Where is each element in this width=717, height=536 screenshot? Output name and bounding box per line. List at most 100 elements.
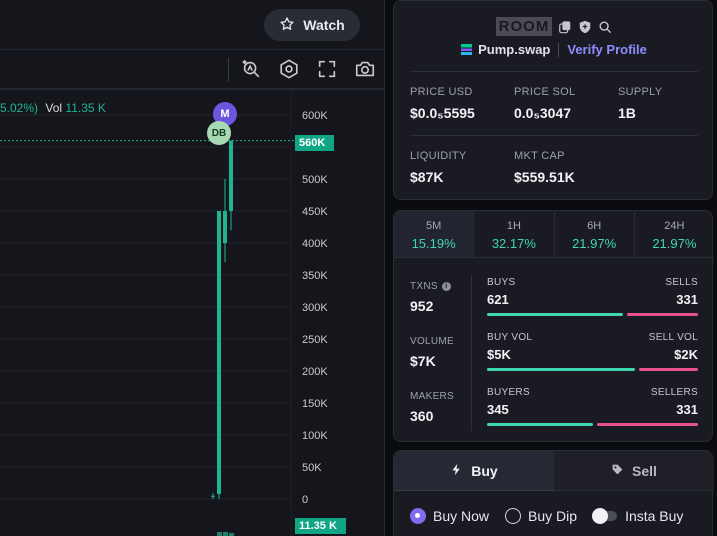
camera-icon[interactable] [354, 58, 376, 80]
current-price-tag: 560K [295, 135, 334, 151]
trade-card: Buy Sell Buy Now Buy Dip Insta Buy [393, 450, 714, 536]
stat-price-usd: PRICE USD $0.0₅5595 [410, 86, 475, 121]
price-chart[interactable]: 600K550K500K450K400K350K300K250K200K150K… [0, 90, 385, 536]
buy-now-radio[interactable]: Buy Now [410, 508, 489, 524]
chart-y-axis: 600K550K500K450K400K350K300K250K200K150K… [302, 110, 328, 506]
dex-name[interactable]: Pump.swap [461, 42, 550, 57]
y-tick-label: 400K [302, 238, 328, 250]
stat-value: $559.51K [514, 169, 575, 185]
tab-buy[interactable]: Buy [394, 451, 554, 491]
buys-sells-bar: BUYS SELLS 621 331 [487, 277, 698, 316]
y-tick-label: 50K [302, 462, 322, 474]
fullscreen-icon[interactable] [316, 58, 338, 80]
candle-body [211, 495, 215, 497]
shield-icon[interactable] [578, 20, 592, 34]
stat-label: MKT CAP [514, 150, 565, 162]
indicator-magic-icon[interactable] [240, 58, 262, 80]
makers-label: MAKERS [410, 391, 455, 402]
stat-liquidity: LIQUIDITY $87K [410, 150, 467, 185]
tab-sell[interactable]: Sell [554, 451, 714, 491]
y-tick-label: 450K [302, 206, 328, 218]
txns-label: TXNS i [410, 281, 451, 292]
chart-panel: Watch 5.02%) Vol 11.35 K 600K550K500K450… [0, 0, 385, 536]
buys-value: 621 [487, 292, 509, 307]
lightning-icon [450, 463, 463, 479]
buyers-sellers-bar: BUYERS SELLERS 345 331 [487, 387, 698, 426]
period-label: 6H [587, 220, 602, 232]
trade-marker-db[interactable]: DB [207, 121, 231, 145]
watch-label: Watch [303, 17, 345, 33]
txns-stat: TXNS i 952 [410, 281, 451, 314]
stat-supply: SUPPLY 1B [618, 86, 662, 121]
tag-icon [611, 463, 624, 479]
token-info-card: ROOM Pump.swap Verify Profile PRICE USD … [393, 0, 713, 200]
period-label: 1H [506, 220, 521, 232]
sell-tab-label: Sell [632, 462, 657, 479]
ratio-bar [487, 368, 698, 371]
toggle-knob [592, 508, 609, 524]
sell-vol-fill [638, 368, 698, 371]
buy-dip-label: Buy Dip [528, 508, 578, 524]
candle-body [223, 211, 227, 243]
volume-bar [217, 532, 222, 536]
period-label: 5M [425, 220, 442, 232]
sell-vol-value: $2K [674, 347, 698, 362]
order-type-row: Buy Now Buy Dip Insta Buy [410, 508, 683, 524]
makers-stat: MAKERS 360 [410, 391, 454, 424]
ratio-bar [487, 313, 698, 316]
insta-buy-toggle[interactable]: Insta Buy [592, 508, 683, 524]
y-tick-label: 200K [302, 366, 328, 378]
y-tick-label: 600K [302, 110, 328, 122]
sub-divider [558, 42, 560, 57]
volume-bar [223, 532, 228, 536]
stat-label: PRICE USD [410, 86, 473, 98]
info-icon[interactable]: i [441, 282, 451, 291]
tab-24h[interactable]: 24H 21.97% [635, 211, 714, 257]
period-tabs: 5M 15.19% 1H 32.17% 6H 21.97% 24H 21.97% [394, 211, 714, 258]
tab-5m[interactable]: 5M 15.19% [394, 211, 475, 257]
volume-label: VOLUME [410, 336, 455, 347]
txns-value: 952 [410, 298, 434, 314]
y-tick-label: 100K [302, 430, 328, 442]
divider [410, 71, 698, 72]
y-tick-label: 500K [302, 174, 328, 186]
y-tick-label: 250K [302, 334, 328, 346]
token-title-row: ROOM [394, 17, 714, 36]
period-change: 32.17% [491, 236, 536, 251]
tab-1h[interactable]: 1H 32.17% [474, 211, 555, 257]
dex-label: Pump.swap [478, 42, 551, 57]
verify-profile-link[interactable]: Verify Profile [567, 42, 647, 57]
chart-topbar: Watch [0, 0, 384, 50]
chart-grid [0, 90, 295, 536]
token-sub-row: Pump.swap Verify Profile [394, 42, 714, 57]
buy-dip-radio[interactable]: Buy Dip [505, 508, 577, 524]
period-change: 21.97% [652, 236, 697, 251]
stat-value: 0.0₅3047 [514, 105, 572, 121]
toggle-track [592, 508, 618, 524]
sellers-label: SELLERS [650, 387, 698, 398]
stat-market-cap: MKT CAP $559.51K [514, 150, 575, 185]
chart-toolbar [0, 50, 384, 90]
candle-body [217, 211, 221, 494]
buy-fill [487, 313, 623, 316]
stat-label: SUPPLY [618, 86, 663, 98]
stat-value: $0.0₅5595 [410, 105, 475, 121]
makers-value: 360 [410, 408, 434, 424]
buy-now-label: Buy Now [433, 508, 490, 524]
period-change: 21.97% [572, 236, 617, 251]
candle-body [229, 140, 233, 211]
settings-hexagon-icon[interactable] [278, 58, 300, 80]
tab-6h[interactable]: 6H 21.97% [555, 211, 635, 257]
search-icon[interactable] [598, 20, 612, 34]
token-side-panel: ROOM Pump.swap Verify Profile PRICE USD … [393, 0, 717, 536]
volume-bar [229, 533, 234, 536]
buyers-fill [487, 423, 593, 426]
watch-button[interactable]: Watch [264, 9, 360, 41]
sells-value: 331 [676, 292, 698, 307]
copy-icon[interactable] [558, 20, 572, 34]
radio-empty-icon [505, 508, 522, 524]
stat-label: LIQUIDITY [410, 150, 467, 162]
y-tick-label: 0 [302, 494, 308, 506]
trade-tabs: Buy Sell [394, 451, 714, 491]
stat-label: PRICE SOL [514, 86, 576, 98]
